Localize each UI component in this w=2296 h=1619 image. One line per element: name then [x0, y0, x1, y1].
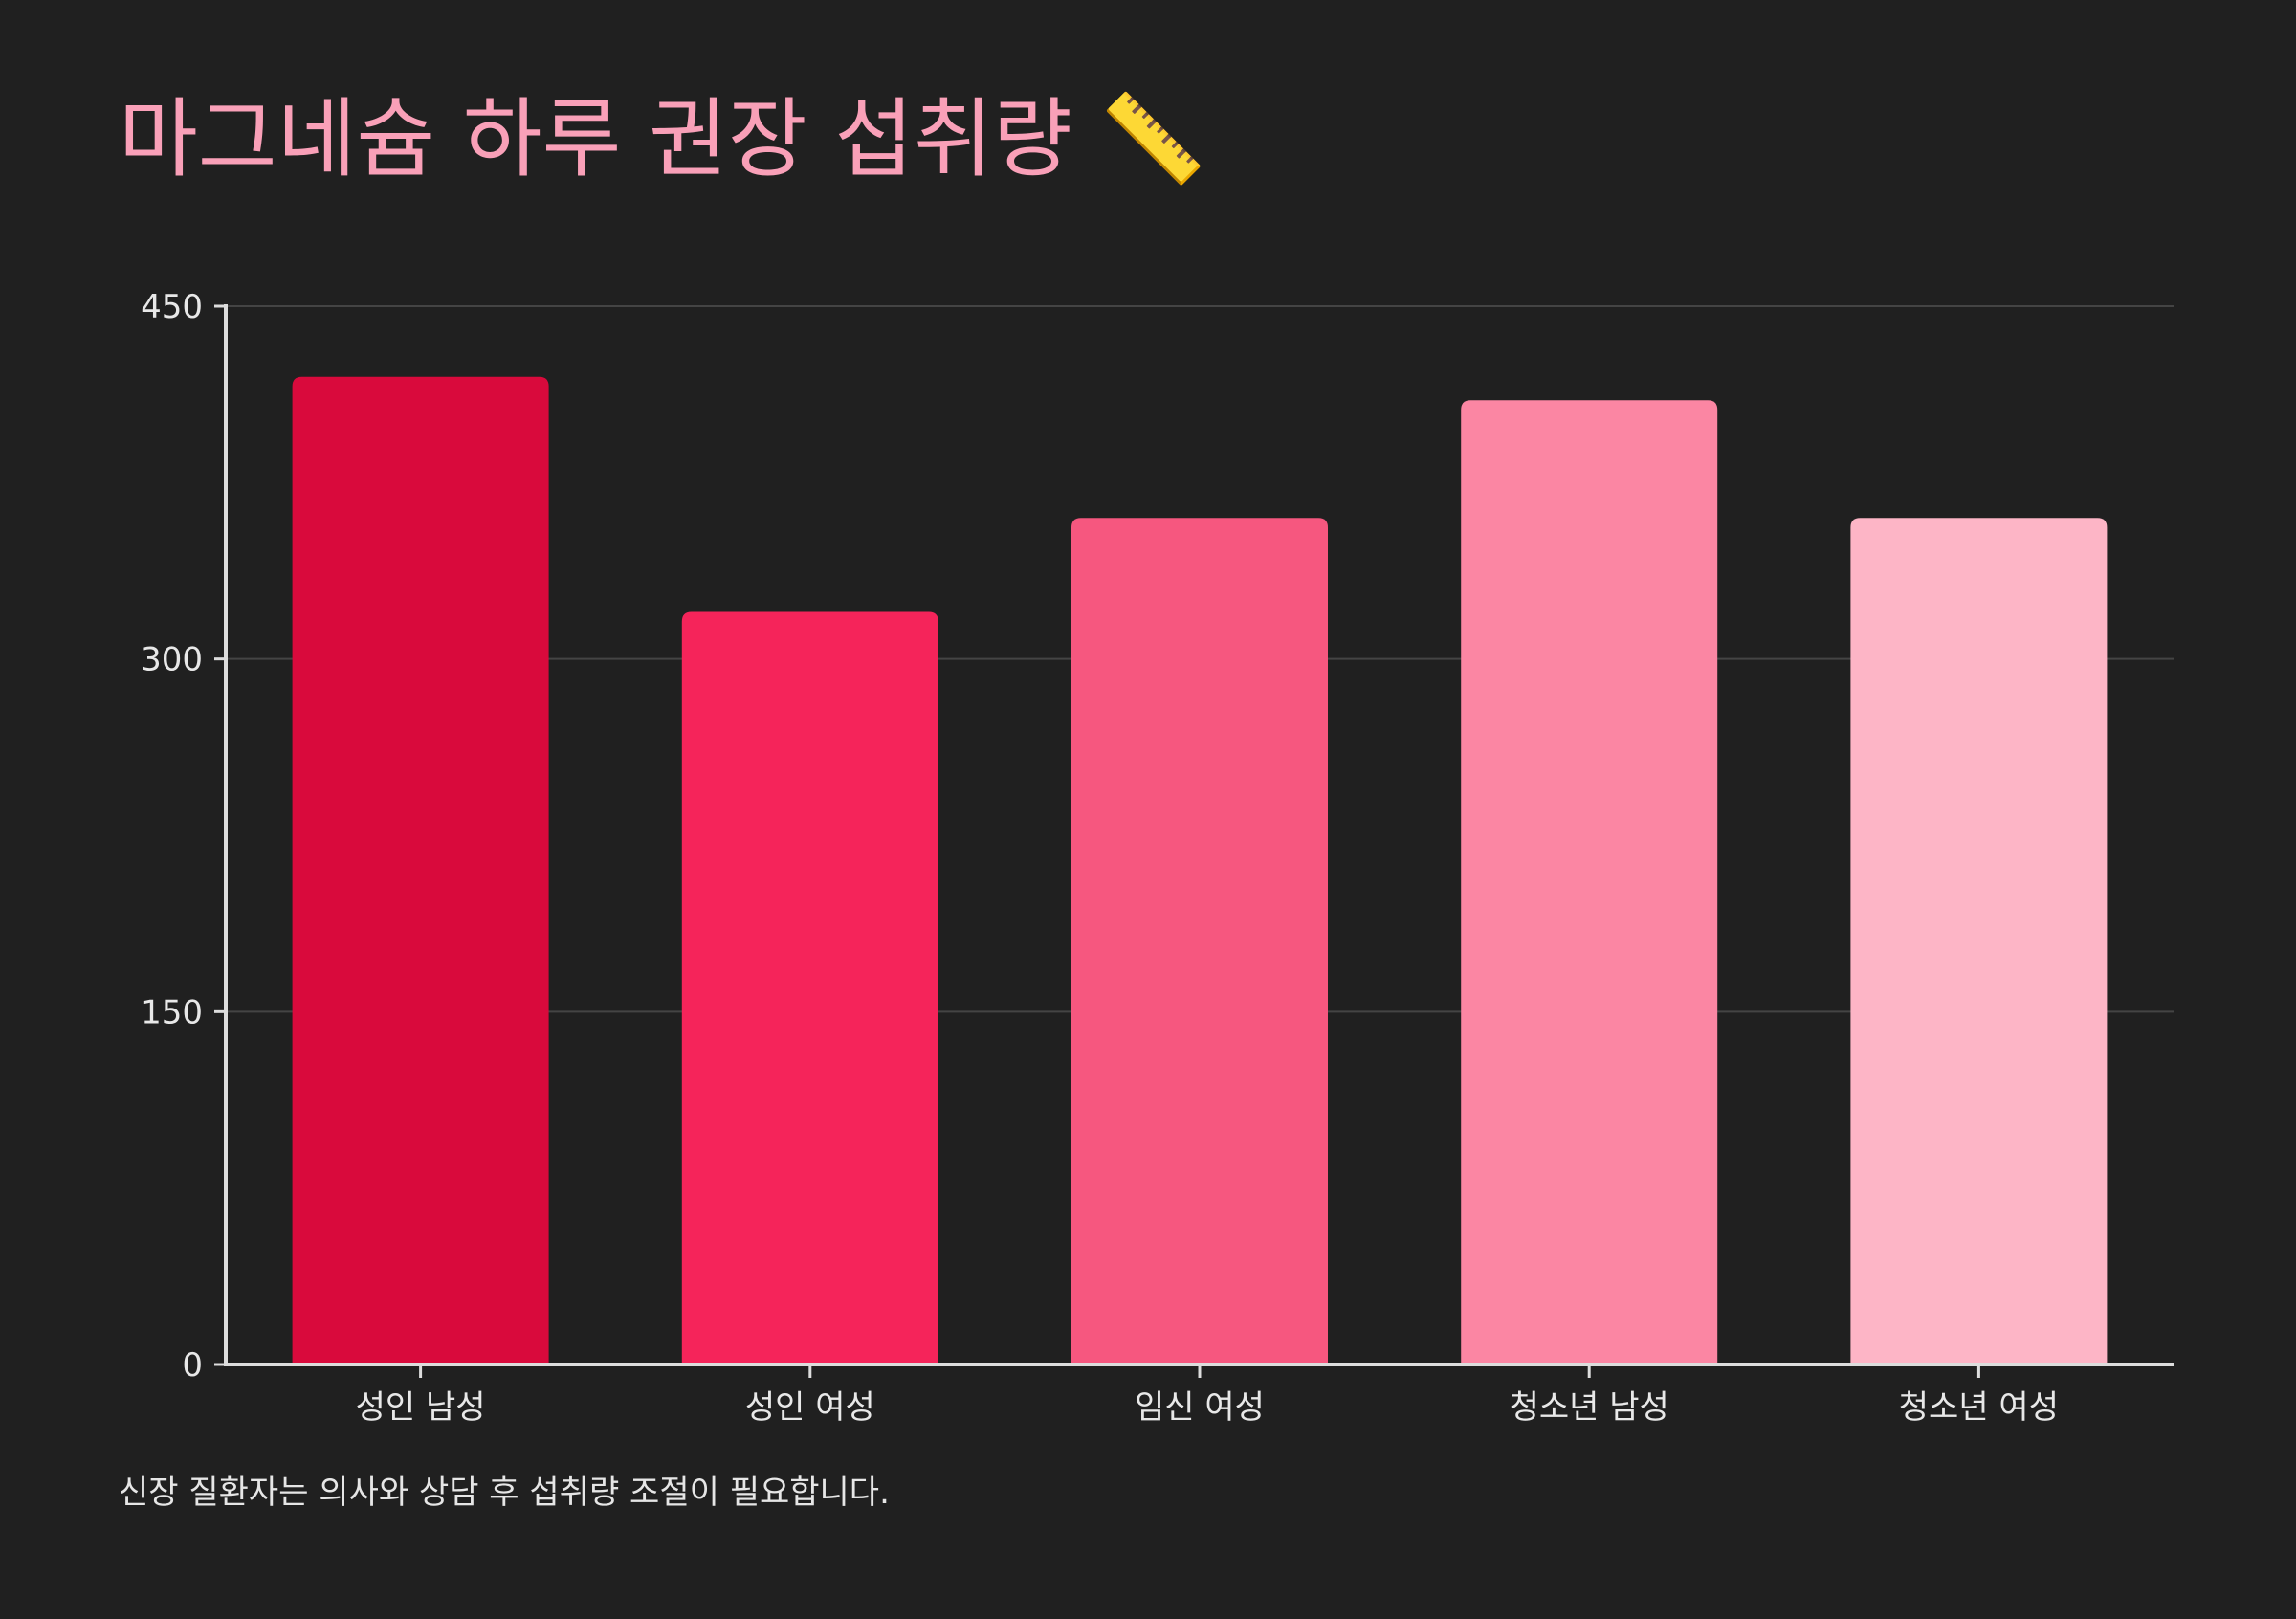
y-tick-label: 300 [141, 641, 203, 679]
x-tick-label: 청소년 남성 [1510, 1388, 1669, 1427]
axes [214, 304, 2174, 1378]
bar-1 [681, 611, 938, 1364]
bar-2 [1071, 518, 1328, 1364]
x-tick-label: 임신 여성 [1135, 1388, 1265, 1427]
chart-title: 마그네슘 하루 권장 섭취량 📏 [119, 89, 1207, 189]
bar-3 [1461, 400, 1718, 1364]
y-tick-label: 150 [141, 993, 203, 1031]
y-tick-label: 0 [182, 1346, 203, 1385]
bar-4 [1850, 518, 2108, 1364]
x-tick-label: 성인 남성 [356, 1388, 486, 1427]
bar-0 [292, 376, 549, 1364]
tick-labels: 0 150 300 450 성인 남성 성인 여성 임신 여성 청소년 남성 청소년 여성 [141, 288, 2059, 1427]
bars [292, 376, 2108, 1364]
footnote: 신장 질환자는 의사와 상담 후 섭취량 조절이 필요합니다. [119, 1474, 890, 1512]
y-tick-label: 450 [141, 288, 203, 326]
x-tick-label: 성인 여성 [745, 1388, 875, 1427]
x-tick-label: 청소년 여성 [1899, 1388, 2059, 1427]
